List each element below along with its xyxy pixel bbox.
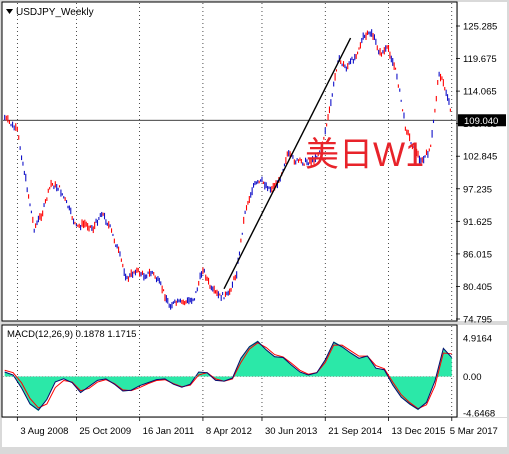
macd-tick-label: 4.9164 bbox=[463, 334, 492, 345]
price-tick-label: 80.405 bbox=[463, 282, 492, 293]
current-price-box bbox=[458, 114, 506, 127]
time-tick-label: 13 Dec 2015 bbox=[392, 426, 446, 437]
time-tick-label: 30 Jun 2013 bbox=[265, 426, 317, 437]
price-tick-label: 125.285 bbox=[463, 22, 497, 33]
time-tick-label: 16 Jan 2011 bbox=[143, 426, 195, 437]
time-tick-label: 25 Oct 2009 bbox=[79, 426, 131, 437]
price-tick-label: 114.065 bbox=[463, 87, 497, 98]
chart-title: USDJPY_Weekly bbox=[16, 7, 94, 18]
macd-main-line bbox=[4, 340, 453, 411]
time-tick-label: 3 Aug 2008 bbox=[20, 426, 68, 437]
price-tick-label: 74.795 bbox=[463, 315, 492, 326]
price-tick-label: 119.675 bbox=[463, 54, 497, 65]
price-tick-label: 91.625 bbox=[463, 217, 492, 228]
macd-tick-label: 0.00 bbox=[463, 372, 482, 383]
symbol-header: USDJPY_Weekly bbox=[6, 7, 94, 18]
price-tick-label: 102.845 bbox=[463, 152, 497, 163]
annotation-text[interactable]: 美日W1 bbox=[305, 136, 424, 174]
trendline bbox=[223, 37, 352, 290]
price-bars bbox=[4, 29, 451, 310]
macd-tick-label: -4.6468 bbox=[463, 409, 495, 420]
macd-histogram bbox=[4, 340, 453, 412]
grid-lines bbox=[3, 3, 456, 416]
dropdown-triangle-icon[interactable] bbox=[6, 9, 13, 14]
macd-histogram-area bbox=[4, 340, 452, 412]
time-axis[interactable] bbox=[2, 418, 507, 447]
time-tick-label: 21 Sep 2014 bbox=[328, 426, 382, 437]
current-price-label: 109.040 bbox=[464, 116, 498, 127]
macd-label: MACD(12,26,9) 0.1878 1.1715 bbox=[7, 329, 136, 340]
price-tick-label: 86.015 bbox=[463, 249, 492, 260]
price-axis[interactable] bbox=[458, 2, 507, 321]
time-tick-label: 8 Apr 2012 bbox=[206, 426, 252, 437]
trendline-group[interactable] bbox=[223, 37, 352, 290]
macd-axis[interactable] bbox=[458, 325, 507, 417]
time-tick-label: 5 Mar 2017 bbox=[450, 426, 498, 437]
price-tick-label: 97.235 bbox=[463, 184, 492, 195]
axis-labels: 125.285119.675114.065108.455102.84597.23… bbox=[3, 22, 506, 437]
